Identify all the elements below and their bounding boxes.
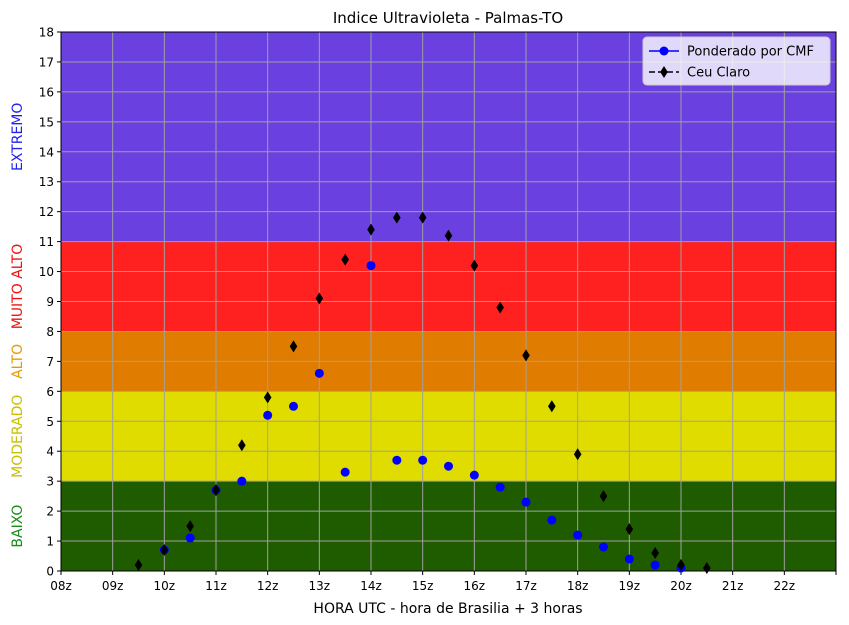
- y-tick-label: 1: [46, 535, 54, 549]
- x-tick-label: 15z: [412, 579, 434, 593]
- point-ceu-claro: [367, 223, 375, 236]
- x-axis-ticks: 08z 09z 10z 11z 12z 13z 14z 15z 16z 17z 18z 19z 20z 2…: [50, 571, 837, 593]
- y-tick-label: 5: [46, 415, 54, 429]
- y-tick-label: 0: [46, 565, 54, 579]
- point-ceu-claro: [186, 520, 194, 533]
- point-ponderado-cmf: [340, 467, 350, 477]
- legend: Ponderado por CMF Ceu Claro: [642, 36, 831, 86]
- y-tick-label: 18: [39, 26, 54, 40]
- uv-risk-bands: [61, 32, 836, 571]
- x-tick-label: 11z: [205, 579, 227, 593]
- y-tick-label: 10: [39, 265, 54, 279]
- point-ceu-claro: [573, 448, 582, 461]
- point-ceu-claro: [444, 229, 453, 242]
- y-tick-label: 7: [46, 355, 54, 369]
- legend-marker-circle: [659, 46, 669, 56]
- x-tick-label: 08z: [50, 579, 72, 593]
- band-label: MUITO ALTO: [10, 244, 26, 330]
- band-label: EXTREMO: [10, 103, 26, 171]
- point-ponderado-cmf: [392, 455, 402, 465]
- point-ceu-claro: [315, 292, 324, 305]
- x-tick-label: 20z: [670, 579, 692, 593]
- point-ponderado-cmf: [573, 530, 583, 540]
- point-ceu-claro: [496, 301, 504, 314]
- band-muito-alto: [61, 241, 836, 332]
- band-label: BAIXO: [10, 505, 26, 548]
- point-ponderado-cmf: [495, 482, 505, 492]
- point-ceu-claro: [341, 253, 349, 266]
- point-ponderado-cmf: [624, 554, 634, 564]
- y-tick-label: 3: [46, 475, 54, 489]
- x-tick-label: 19z: [619, 579, 641, 593]
- y-tick-label: 14: [39, 145, 54, 159]
- y-tick-label: 8: [46, 325, 54, 339]
- data-points: [134, 211, 711, 575]
- point-ponderado-cmf: [418, 455, 428, 465]
- x-tick-label: 18z: [567, 579, 589, 593]
- point-ceu-claro: [212, 484, 220, 497]
- y-tick-label: 16: [39, 85, 54, 99]
- point-ponderado-cmf: [237, 476, 247, 486]
- x-tick-label: 09z: [102, 579, 124, 593]
- point-ponderado-cmf: [289, 401, 298, 411]
- point-ponderado-cmf: [263, 410, 273, 420]
- point-ceu-claro: [134, 559, 143, 572]
- band-label: ALTO: [10, 344, 26, 379]
- point-ponderado-cmf: [366, 261, 376, 271]
- point-ponderado-cmf: [547, 515, 557, 525]
- y-tick-label: 2: [46, 505, 54, 519]
- x-tick-label: 10z: [154, 579, 176, 593]
- chart-title: Indice Ultravioleta - Palmas-TO: [333, 9, 563, 27]
- point-ceu-claro: [548, 400, 556, 413]
- point-ceu-claro: [393, 211, 401, 224]
- point-ponderado-cmf: [314, 368, 324, 378]
- point-ceu-claro: [522, 349, 530, 362]
- y-tick-label: 12: [39, 205, 54, 219]
- point-ceu-claro: [160, 544, 169, 557]
- x-axis-label: HORA UTC - hora de Brasilia + 3 horas: [313, 601, 582, 617]
- point-ponderado-cmf: [599, 542, 608, 552]
- x-tick-label: 12z: [257, 579, 279, 593]
- band-label: MODERADO: [10, 395, 26, 478]
- point-ceu-claro: [418, 211, 427, 224]
- grid-lines: [60, 31, 837, 572]
- legend-box: [642, 36, 831, 86]
- point-ceu-claro: [677, 559, 685, 572]
- point-ponderado-cmf: [469, 470, 479, 480]
- x-tick-label: 17z: [515, 579, 537, 593]
- y-tick-label: 11: [39, 235, 54, 249]
- y-tick-label: 13: [39, 175, 54, 189]
- point-ponderado-cmf: [521, 497, 531, 507]
- x-tick-label: 21z: [722, 579, 744, 593]
- x-tick-label: 16z: [464, 579, 486, 593]
- y-tick-label: 9: [46, 295, 54, 309]
- point-ceu-claro: [599, 490, 608, 503]
- legend-label: Ceu Claro: [687, 66, 750, 81]
- y-tick-label: 17: [39, 55, 54, 69]
- legend-marker-diamond: [660, 66, 668, 78]
- x-tick-label: 14z: [360, 579, 382, 593]
- y-tick-label: 15: [39, 115, 54, 129]
- x-tick-label: 13z: [309, 579, 331, 593]
- point-ceu-claro: [625, 523, 634, 536]
- point-ceu-claro: [238, 439, 246, 452]
- y-tick-label: 6: [46, 385, 54, 399]
- legend-label: Ponderado por CMF: [687, 45, 814, 60]
- point-ceu-claro: [703, 562, 711, 575]
- point-ceu-claro: [263, 391, 272, 404]
- y-tick-label: 4: [46, 445, 54, 459]
- point-ceu-claro: [289, 340, 298, 353]
- point-ponderado-cmf: [650, 560, 660, 570]
- x-tick-label: 22z: [774, 579, 796, 593]
- point-ponderado-cmf: [185, 533, 195, 543]
- point-ceu-claro: [651, 547, 659, 560]
- band-baixo: [61, 481, 836, 571]
- point-ponderado-cmf: [444, 461, 453, 471]
- band-labels: BAIXO MODERADO ALTO MUITO ALTO EXTREMO: [10, 103, 26, 548]
- point-ceu-claro: [470, 259, 479, 272]
